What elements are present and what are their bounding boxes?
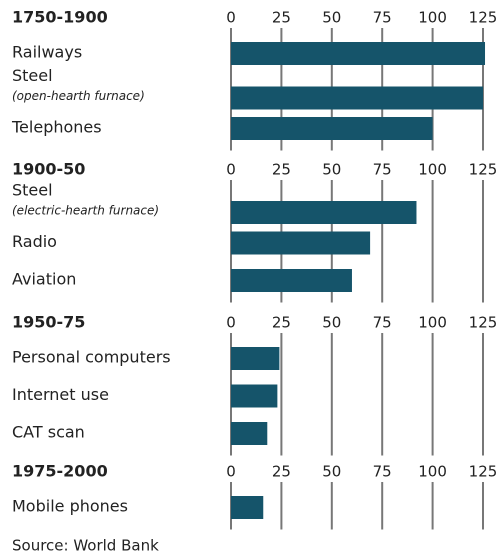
bar [231,269,352,292]
category-label: Telephones [11,118,102,137]
x-tick-label: 75 [373,314,392,332]
category-label: CAT scan [12,423,85,442]
category-label: Railways [12,43,82,62]
bar [231,117,433,140]
x-tick-label: 100 [418,161,447,179]
bar [231,347,280,370]
bar [231,422,268,445]
bar [231,42,486,65]
panel-title: 1900-50 [12,160,85,179]
x-tick-label: 125 [469,463,498,481]
x-tick-label: 125 [469,161,498,179]
x-tick-label: 100 [418,463,447,481]
x-tick-label: 75 [373,9,392,27]
x-tick-label: 0 [226,314,236,332]
x-tick-label: 0 [226,161,236,179]
category-label: Steel [12,66,53,85]
x-tick-label: 125 [469,314,498,332]
x-tick-label: 25 [272,9,291,27]
category-note: (electric-hearth furnace) [12,204,159,218]
bar [231,201,417,224]
panel-title: 1950-75 [12,313,85,332]
category-label: Personal computers [12,348,171,367]
category-label: Aviation [12,270,76,289]
x-tick-label: 50 [322,9,341,27]
x-tick-label: 100 [418,314,447,332]
panel-title: 1975-2000 [12,462,108,481]
x-tick-label: 25 [272,463,291,481]
x-tick-label: 50 [322,314,341,332]
category-note: (open-hearth furnace) [12,89,145,103]
x-tick-label: 50 [322,463,341,481]
bar [231,231,371,255]
category-label: Radio [12,232,57,251]
bar [231,86,483,110]
category-label: Internet use [12,385,109,404]
category-label: Mobile phones [12,497,128,516]
bar [231,496,264,519]
x-tick-label: 50 [322,161,341,179]
x-tick-label: 0 [226,463,236,481]
x-tick-label: 25 [272,314,291,332]
x-tick-label: 0 [226,9,236,27]
x-tick-label: 75 [373,463,392,481]
source: Source: World Bank [12,537,159,555]
category-label: Steel [12,181,53,200]
x-tick-label: 25 [272,161,291,179]
bar [231,384,278,408]
panel-title: 1750-1900 [12,8,108,27]
x-tick-label: 125 [469,9,498,27]
x-tick-label: 100 [418,9,447,27]
x-tick-label: 75 [373,161,392,179]
